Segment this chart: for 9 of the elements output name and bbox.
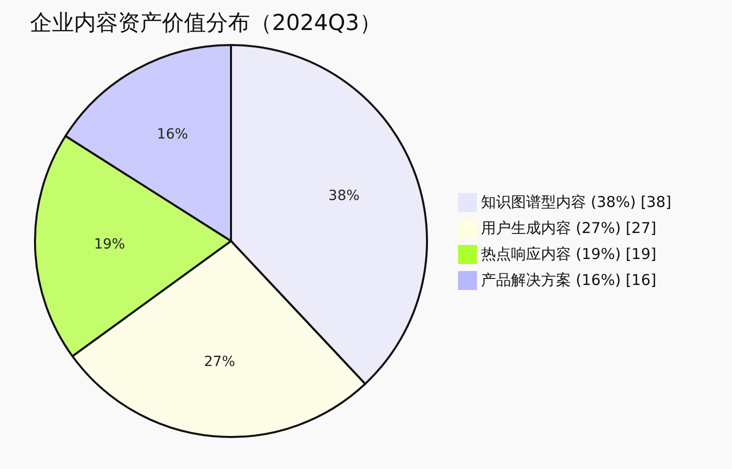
data-label: 19% <box>94 236 126 253</box>
data-label: 38% <box>328 188 360 204</box>
chart-title: 企业内容资产价值分布（2024Q3） <box>30 11 382 36</box>
data-label: 27% <box>204 354 236 370</box>
legend-label: 产品解决方案 (16%) [16] <box>481 271 656 290</box>
data-label: 16% <box>156 126 188 142</box>
legend-label: 热点响应内容 (19%) [19] <box>481 245 656 264</box>
legend-label: 用户生成内容 (27%) [27] <box>481 219 656 238</box>
legend-label: 知识图谱型内容 (38%) [38] <box>481 193 672 212</box>
